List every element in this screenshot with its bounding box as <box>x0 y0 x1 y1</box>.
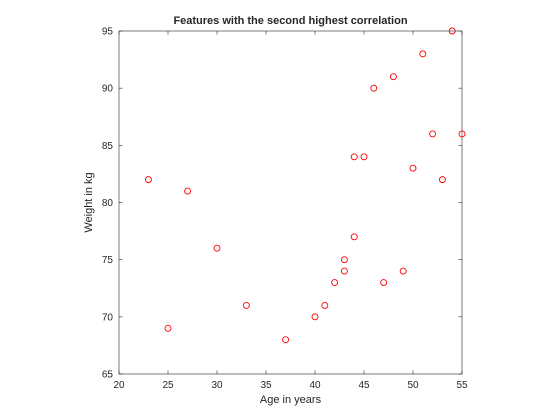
data-point <box>409 164 417 172</box>
y-tick-label: 75 <box>102 255 114 266</box>
data-point <box>370 84 378 92</box>
x-ticks: 20 25 30 35 40 45 50 55 <box>113 31 468 391</box>
data-point <box>429 130 437 138</box>
data-point <box>448 27 456 35</box>
data-point <box>399 267 407 275</box>
x-tick-label: 25 <box>162 380 174 391</box>
data-point <box>340 256 348 264</box>
data-point <box>311 313 319 321</box>
data-point <box>419 50 427 58</box>
x-tick-label: 55 <box>456 380 468 391</box>
data-point <box>360 153 368 161</box>
y-tick-label: 90 <box>102 84 114 95</box>
data-point <box>458 130 466 138</box>
data-point <box>242 301 250 309</box>
y-tick-label: 70 <box>102 312 114 323</box>
x-tick-label: 20 <box>113 380 125 391</box>
x-tick-label: 30 <box>211 380 223 391</box>
x-axis-label: Age in years <box>260 394 322 406</box>
y-tick-label: 85 <box>102 141 114 152</box>
x-tick-label: 40 <box>309 380 321 391</box>
y-axis-label: Weight in kg <box>83 172 95 232</box>
data-point <box>350 153 358 161</box>
y-tick-label: 95 <box>102 27 114 38</box>
axes <box>118 30 463 375</box>
data-point <box>438 176 446 184</box>
data-points <box>144 27 466 344</box>
x-tick-label: 50 <box>407 380 419 391</box>
chart-title: Features with the second highest correla… <box>173 15 407 27</box>
data-point <box>164 324 172 332</box>
data-point <box>340 267 348 275</box>
axes-box <box>118 30 463 375</box>
x-tick-label: 45 <box>358 380 370 391</box>
data-point <box>213 244 221 252</box>
y-tick-label: 65 <box>102 370 114 381</box>
data-point <box>380 279 388 286</box>
x-tick-label: 35 <box>260 380 272 391</box>
data-point <box>389 73 397 81</box>
data-point <box>144 176 152 184</box>
data-point <box>184 187 192 195</box>
data-point <box>321 301 329 309</box>
y-ticks: 65 70 75 80 85 90 95 <box>102 27 462 381</box>
y-tick-label: 80 <box>102 198 114 209</box>
data-point <box>331 279 339 286</box>
data-point <box>350 233 358 241</box>
data-point <box>282 336 290 344</box>
